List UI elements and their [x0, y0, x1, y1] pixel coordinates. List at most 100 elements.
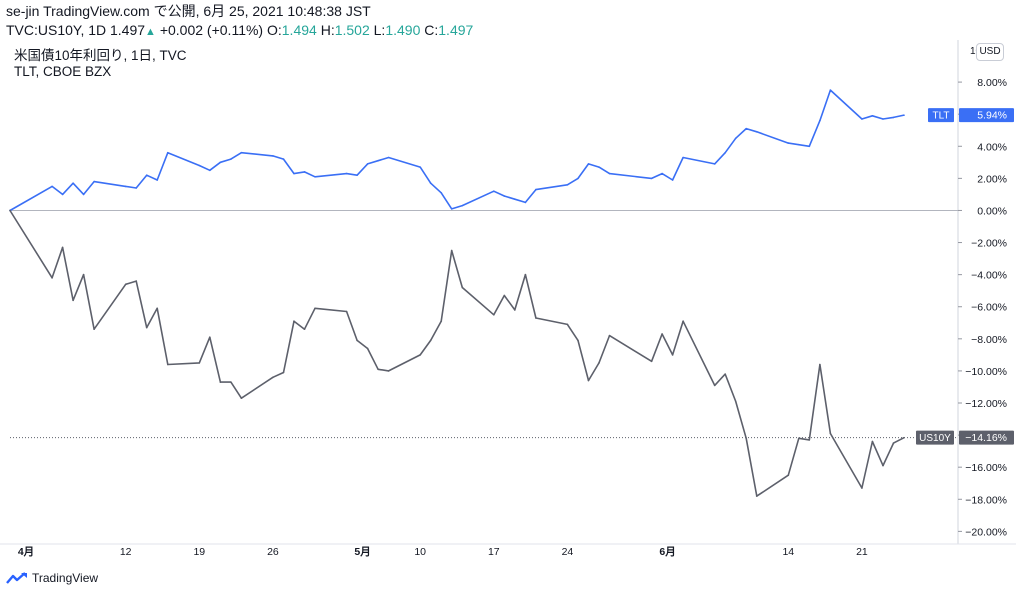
open-label: O: [266, 22, 282, 38]
x-tick-label: 12 [120, 546, 132, 558]
data-point-tlt [755, 131, 758, 133]
data-point-tlt [503, 195, 506, 197]
data-point-tlt [587, 163, 590, 165]
data-point-tlt [461, 204, 464, 207]
y-tick-label: −18.00% [965, 494, 1007, 506]
data-point-us10y [861, 487, 863, 489]
data-point-tlt [882, 118, 884, 120]
data-point-us10y [882, 464, 884, 467]
data-point-tlt [72, 182, 74, 184]
data-point-tlt [124, 185, 127, 188]
data-point-us10y [713, 384, 716, 387]
x-tick-label: 19 [193, 546, 205, 558]
y-tick-label: −20.00% [965, 526, 1007, 538]
change-value: +0.002 (+0.11%) [159, 22, 264, 38]
chart-series [9, 89, 905, 497]
data-point-tlt [608, 172, 611, 175]
data-point-us10y [387, 370, 390, 372]
data-point-tlt [450, 208, 453, 210]
data-point-tlt [272, 155, 274, 157]
data-point-us10y [577, 339, 579, 342]
data-point-us10y [440, 320, 443, 322]
y-tick-label: −16.00% [965, 462, 1007, 474]
data-point-tlt [787, 142, 790, 144]
data-point-tlt [377, 159, 379, 162]
data-point-tlt [661, 172, 663, 175]
close-label: C: [424, 22, 439, 38]
last-value-label-tlt: 5.94% [977, 110, 1007, 122]
data-point-tlt [524, 201, 527, 204]
x-tick-label: 21 [856, 546, 868, 558]
high-value: 1.502 [334, 22, 370, 38]
y-tick-label: 2.00% [977, 173, 1007, 185]
data-point-us10y [671, 354, 674, 356]
data-point-tlt [493, 190, 495, 193]
data-point-us10y [356, 339, 358, 342]
data-point-us10y [829, 432, 832, 435]
data-point-tlt [61, 193, 64, 196]
last-value-tag-us10y [959, 430, 1014, 445]
chart-header: se-jin TradingView.com で公開, 6月 25, 2021 … [6, 2, 1016, 41]
x-tick-label: 17 [488, 546, 500, 558]
high-label: H: [320, 22, 335, 38]
data-point-us10y [345, 310, 348, 313]
up-arrow-icon: ▲ [145, 26, 156, 38]
open-value: 1.494 [281, 22, 317, 38]
data-point-us10y [493, 313, 495, 316]
data-point-tlt [209, 169, 211, 172]
series-name-tag-tlt [928, 108, 954, 123]
data-point-tlt [429, 182, 432, 184]
chart-axes [0, 40, 1016, 545]
x-tick-label: 4月 [18, 546, 34, 558]
data-point-us10y [166, 363, 169, 366]
y-tick-label: −6.00% [971, 302, 1007, 314]
currency-badge[interactable]: USD [976, 43, 1004, 61]
footer-brand-label: TradingView [32, 571, 99, 585]
data-point-tlt [514, 198, 516, 201]
data-point-tlt [219, 161, 222, 164]
legend-us10y[interactable]: 米国債10年利回り, 1日, TVC [14, 48, 187, 63]
data-point-tlt [577, 177, 579, 180]
chart-labels: 108.00%6.00%4.00%2.00%0.00%−2.00%−4.00%−… [18, 46, 1014, 558]
last-value-tag-tlt [959, 108, 1014, 123]
data-point-us10y [682, 320, 684, 322]
data-point-us10y [598, 362, 600, 364]
data-point-tlt [724, 151, 726, 154]
data-point-tlt [819, 119, 821, 122]
x-tick-label: 24 [562, 546, 574, 558]
data-point-tlt [293, 172, 295, 175]
data-point-us10y [450, 249, 453, 252]
legend-tlt[interactable]: TLT, CBOE BZX [14, 64, 112, 79]
data-point-us10y [808, 439, 811, 441]
data-point-us10y [314, 307, 316, 310]
data-point-tlt [566, 183, 569, 186]
data-point-tlt [671, 179, 674, 181]
data-point-tlt [650, 177, 653, 180]
data-point-us10y [608, 334, 611, 337]
data-point-tlt [861, 118, 863, 120]
data-point-tlt [198, 164, 201, 167]
y-tick-label: −10.00% [965, 366, 1007, 378]
data-point-us10y [745, 437, 748, 440]
ohlc-line: TVC:US10Y, 1D 1.497▲ +0.002 (+0.11%) O:1… [6, 21, 1016, 41]
data-point-tlt [314, 175, 316, 178]
data-point-tlt [82, 193, 85, 196]
data-point-tlt [903, 114, 905, 116]
data-point-us10y [9, 209, 11, 212]
y-tick-label: 8.00% [977, 77, 1007, 89]
x-tick-label: 14 [782, 546, 794, 558]
data-point-tlt [798, 143, 800, 146]
y-tick-label-top: 10 [970, 46, 982, 57]
data-point-us10y [135, 280, 138, 282]
data-point-us10y [503, 294, 506, 297]
data-point-us10y [650, 360, 653, 363]
data-point-us10y [51, 277, 53, 279]
low-label: L: [373, 22, 386, 38]
data-point-tlt [745, 127, 748, 130]
data-point-us10y [61, 246, 64, 249]
data-point-us10y [124, 283, 127, 286]
data-point-tlt [734, 137, 737, 140]
footer-brand[interactable]: TradingView [6, 571, 98, 585]
data-point-tlt [892, 116, 895, 119]
